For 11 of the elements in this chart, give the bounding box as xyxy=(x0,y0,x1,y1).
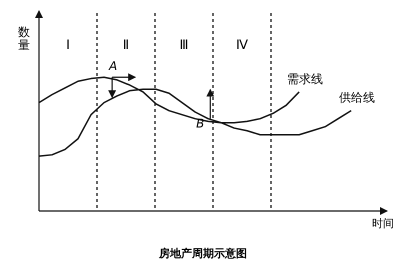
text: Ⅳ xyxy=(236,38,248,53)
text: 房地产周期示意图 xyxy=(158,247,247,260)
text: A xyxy=(108,59,118,74)
text: Ⅰ xyxy=(66,38,70,53)
text: Ⅲ xyxy=(180,38,188,53)
x-axis-title: 时间 xyxy=(372,217,394,230)
y-axis-title: 数量 xyxy=(18,25,30,52)
annotation: B xyxy=(196,116,204,131)
text: Ⅱ xyxy=(122,38,130,53)
series-label: 需求线 xyxy=(287,72,324,86)
series-label: 供给线 xyxy=(339,90,376,105)
